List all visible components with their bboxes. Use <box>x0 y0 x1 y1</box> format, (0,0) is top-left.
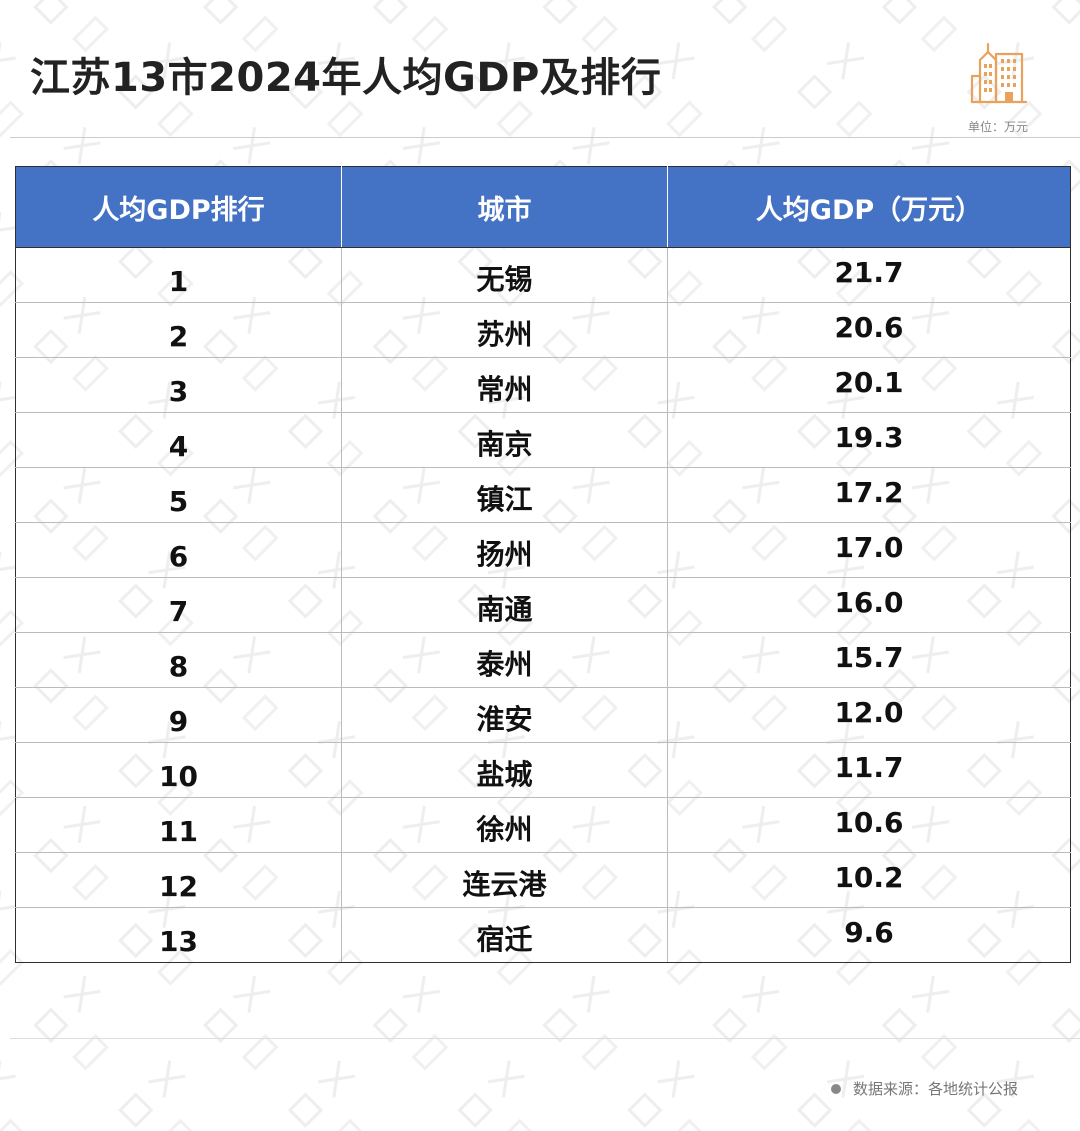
table-header-row: 人均GDP排行 城市 人均GDP（万元） <box>15 166 1071 248</box>
gdp-ranking-table: 人均GDP排行 城市 人均GDP（万元） 1 无锡 21.7 2 苏州 20.6 3 常州 20… <box>15 166 1071 963</box>
gdp-value-cell: 12.0 <box>667 687 1071 743</box>
city-cell: 徐州 <box>341 797 668 853</box>
page-title: 江苏13市2024年人均GDP及排行 <box>30 55 662 101</box>
rank-cell: 8 <box>15 632 342 688</box>
rank-cell: 2 <box>15 302 342 358</box>
city-cell: 镇江 <box>341 467 668 523</box>
rank-cell: 13 <box>15 907 342 963</box>
city-cell: 泰州 <box>341 632 668 688</box>
table-row: 9 淮安 12.0 <box>15 687 1071 743</box>
city-cell: 常州 <box>341 357 668 413</box>
city-cell: 淮安 <box>341 687 668 743</box>
city-cell: 宿迁 <box>341 907 668 963</box>
rank-cell: 12 <box>15 852 342 908</box>
table-row: 1 无锡 21.7 <box>15 247 1071 303</box>
gdp-value-cell: 9.6 <box>667 907 1071 963</box>
table-row: 4 南京 19.3 <box>15 412 1071 468</box>
bottom-divider <box>10 1038 1080 1039</box>
city-cell: 苏州 <box>341 302 668 358</box>
city-cell: 南京 <box>341 412 668 468</box>
source-text: 数据来源：各地统计公报 <box>852 1080 1018 1098</box>
city-cell: 扬州 <box>341 522 668 578</box>
rank-cell: 3 <box>15 357 342 413</box>
table-row: 3 常州 20.1 <box>15 357 1071 413</box>
table-row: 2 苏州 20.6 <box>15 302 1071 358</box>
table-row: 7 南通 16.0 <box>15 577 1071 633</box>
table-row: 11 徐州 10.6 <box>15 797 1071 853</box>
rank-cell: 7 <box>15 577 342 633</box>
gdp-value-cell: 10.2 <box>667 852 1071 908</box>
rank-cell: 9 <box>15 687 342 743</box>
gdp-value-cell: 20.1 <box>667 357 1071 413</box>
header-rank: 人均GDP排行 <box>15 166 342 248</box>
gdp-value-cell: 16.0 <box>667 577 1071 633</box>
rank-cell: 1 <box>15 247 342 303</box>
header-city: 城市 <box>341 166 668 248</box>
gdp-value-cell: 17.2 <box>667 467 1071 523</box>
table-row: 10 盐城 11.7 <box>15 742 1071 798</box>
gdp-value-cell: 20.6 <box>667 302 1071 358</box>
table-row: 6 扬州 17.0 <box>15 522 1071 578</box>
city-cell: 连云港 <box>341 852 668 908</box>
city-cell: 盐城 <box>341 742 668 798</box>
gdp-value-cell: 19.3 <box>667 412 1071 468</box>
rank-cell: 5 <box>15 467 342 523</box>
city-cell: 无锡 <box>341 247 668 303</box>
source-note: 数据来源：各地统计公报 <box>830 1078 1018 1099</box>
unit-note: 单位：万元 <box>967 120 1028 134</box>
table-row: 13 宿迁 9.6 <box>15 907 1071 963</box>
city-cell: 南通 <box>341 577 668 633</box>
gdp-value-cell: 17.0 <box>667 522 1071 578</box>
header-gdp: 人均GDP（万元） <box>667 166 1071 248</box>
table-row: 5 镇江 17.2 <box>15 467 1071 523</box>
gdp-value-cell: 21.7 <box>667 247 1071 303</box>
gdp-value-cell: 10.6 <box>667 797 1071 853</box>
table-row: 8 泰州 15.7 <box>15 632 1071 688</box>
gdp-value-cell: 11.7 <box>667 742 1071 798</box>
bullet-dot-icon <box>830 1083 841 1094</box>
gdp-value-cell: 15.7 <box>667 632 1071 688</box>
building-icon <box>970 42 1028 104</box>
rank-cell: 4 <box>15 412 342 468</box>
rank-cell: 11 <box>15 797 342 853</box>
table-row: 12 连云港 10.2 <box>15 852 1071 908</box>
rank-cell: 10 <box>15 742 342 798</box>
top-divider <box>10 137 1080 138</box>
rank-cell: 6 <box>15 522 342 578</box>
